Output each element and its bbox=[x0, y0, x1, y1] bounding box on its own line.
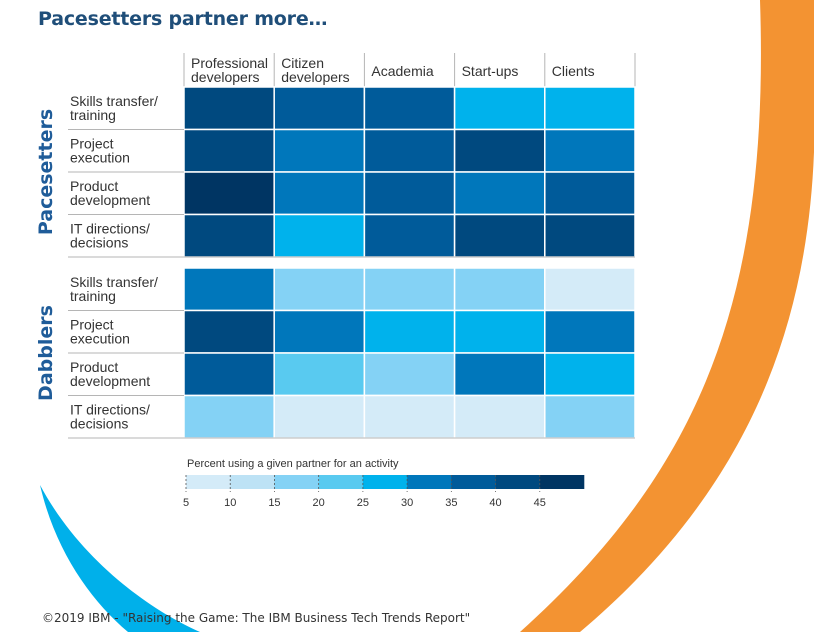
heatmap-cell bbox=[453, 352, 546, 397]
legend-tick-label: 20 bbox=[313, 497, 325, 509]
row-label: decisions bbox=[70, 416, 128, 432]
heatmap-cell bbox=[273, 171, 366, 216]
row-label: Product bbox=[70, 359, 118, 375]
row-label: IT directions/ bbox=[70, 402, 150, 418]
heatmap-cell bbox=[544, 309, 636, 354]
heatmap-cell bbox=[273, 86, 366, 131]
legend-tick-label: 35 bbox=[445, 497, 457, 509]
heatmap-cell bbox=[273, 128, 366, 173]
heatmap-cell bbox=[363, 309, 456, 354]
heatmap-cell bbox=[453, 309, 546, 354]
heatmap-cell bbox=[544, 352, 636, 397]
row-label: development bbox=[70, 373, 150, 389]
legend-swatch bbox=[186, 475, 231, 489]
legend-tick-label: 10 bbox=[224, 497, 236, 509]
row-label: execution bbox=[70, 331, 130, 347]
heatmap-cell bbox=[273, 352, 366, 397]
heatmap-cell bbox=[544, 213, 636, 258]
cyan-swoosh bbox=[40, 485, 200, 632]
legend-tick-label: 30 bbox=[401, 497, 413, 509]
heatmap-cell bbox=[273, 267, 366, 312]
heatmap-cell bbox=[273, 213, 366, 258]
column-label: developers bbox=[191, 69, 260, 85]
row-label: Project bbox=[70, 136, 114, 152]
legend-swatch bbox=[495, 475, 541, 489]
legend-swatch bbox=[318, 475, 364, 489]
heatmap-cell bbox=[453, 267, 546, 312]
orange-swoosh bbox=[520, 0, 814, 632]
heatmap-cell bbox=[453, 128, 546, 173]
heatmap-cell bbox=[544, 128, 636, 173]
row-label: IT directions/ bbox=[70, 221, 150, 237]
legend-swatch bbox=[274, 475, 319, 489]
heatmap-cell bbox=[273, 394, 366, 439]
legend-tick-label: 5 bbox=[183, 497, 189, 509]
row-label: Product bbox=[70, 178, 118, 194]
column-label: Clients bbox=[552, 63, 595, 79]
heatmap-cell bbox=[183, 394, 275, 439]
heatmap-cell bbox=[363, 86, 456, 131]
column-label: Start-ups bbox=[462, 63, 519, 79]
heatmap-cell bbox=[183, 171, 275, 216]
heatmap-cell bbox=[183, 267, 275, 312]
heatmap-cell bbox=[363, 128, 456, 173]
heatmap-cell bbox=[183, 213, 275, 258]
row-label: execution bbox=[70, 150, 130, 166]
legend-tick-label: 40 bbox=[489, 497, 501, 509]
heatmap-cell bbox=[544, 86, 636, 131]
row-label: Project bbox=[70, 317, 114, 333]
row-label: Skills transfer/ bbox=[70, 274, 158, 290]
heatmap-cell bbox=[363, 394, 456, 439]
heatmap-cell bbox=[453, 86, 546, 131]
heatmap-cell bbox=[363, 267, 456, 312]
legend-tick-label: 45 bbox=[534, 497, 546, 509]
column-label: developers bbox=[281, 69, 350, 85]
heatmap-cell bbox=[183, 86, 275, 131]
row-label: decisions bbox=[70, 235, 128, 251]
copyright-footer: ©2019 IBM - "Raising the Game: The IBM B… bbox=[42, 611, 471, 625]
legend-title: Percent using a given partner for an act… bbox=[187, 458, 399, 470]
legend-swatch bbox=[539, 475, 585, 489]
heatmap-cell bbox=[183, 309, 275, 354]
legend-swatch bbox=[451, 475, 496, 489]
heatmap-cell bbox=[363, 171, 456, 216]
heatmap-cell bbox=[453, 171, 546, 216]
heatmap-cell bbox=[544, 394, 636, 439]
legend-tick-label: 25 bbox=[357, 497, 369, 509]
group-label: Pacesetters bbox=[35, 109, 57, 235]
legend-swatch bbox=[362, 475, 408, 489]
heatmap-cell bbox=[363, 352, 456, 397]
legend-swatch bbox=[407, 475, 452, 489]
group-label: Dabblers bbox=[35, 305, 57, 401]
legend-swatch bbox=[230, 475, 275, 489]
row-label: development bbox=[70, 192, 150, 208]
heatmap-cell bbox=[453, 213, 546, 258]
heatmap-cell bbox=[183, 128, 275, 173]
page-title: Pacesetters partner more… bbox=[38, 8, 328, 30]
heatmap-cell bbox=[273, 309, 366, 354]
heatmap-cell bbox=[453, 394, 546, 439]
row-label: Skills transfer/ bbox=[70, 93, 158, 109]
heatmap-cell bbox=[363, 213, 456, 258]
row-label: training bbox=[70, 107, 116, 123]
heatmap-cell bbox=[183, 352, 275, 397]
column-label: Professional bbox=[191, 55, 268, 71]
column-label: Citizen bbox=[281, 55, 324, 71]
legend-tick-label: 15 bbox=[268, 497, 280, 509]
column-label: Academia bbox=[371, 63, 433, 79]
row-label: training bbox=[70, 288, 116, 304]
heatmap-cell bbox=[544, 267, 636, 312]
heatmap-cell bbox=[544, 171, 636, 216]
